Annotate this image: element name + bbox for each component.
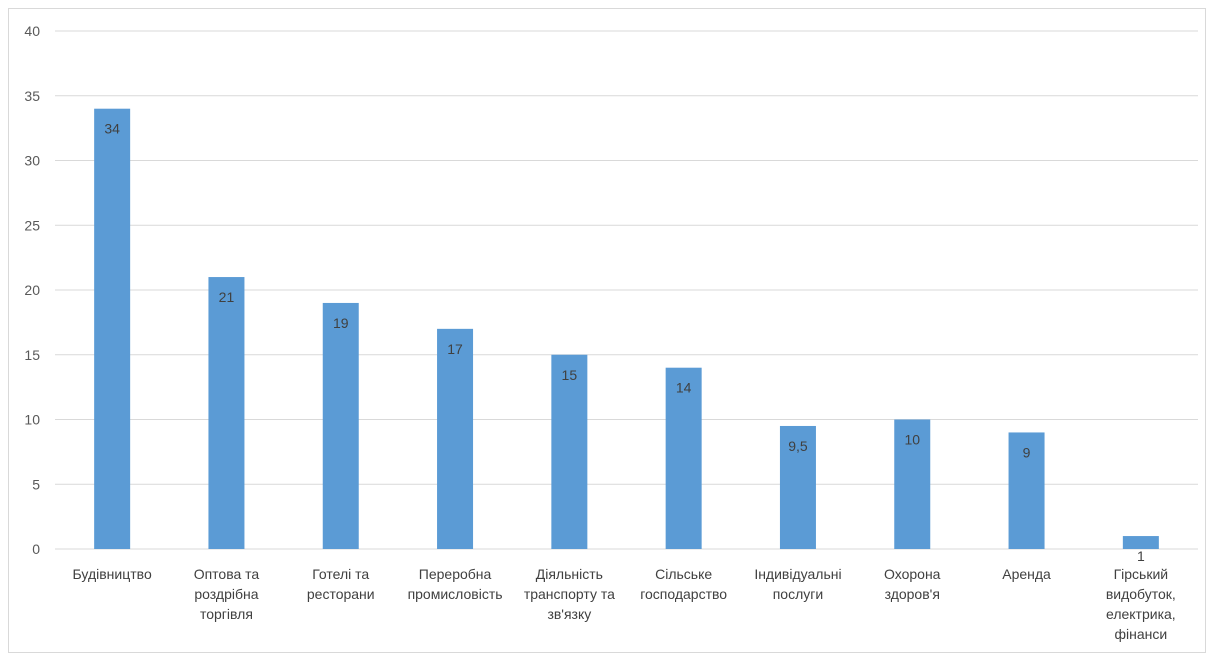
- category-label: Аренда: [1002, 566, 1051, 582]
- category-label: послуги: [773, 586, 823, 602]
- category-label: Переробна: [419, 566, 492, 582]
- y-tick-label: 15: [24, 347, 40, 363]
- bar: [665, 367, 702, 549]
- bar: [551, 354, 588, 549]
- category-label: електрика,: [1106, 606, 1176, 622]
- category-label: зв'язку: [547, 606, 591, 622]
- y-tick-label: 5: [32, 476, 40, 492]
- category-label: господарство: [640, 586, 727, 602]
- data-label: 9,5: [788, 438, 808, 454]
- data-label: 10: [904, 432, 920, 448]
- category-label: транспорту та: [524, 586, 615, 602]
- category-label: видобуток,: [1106, 586, 1176, 602]
- data-label: 34: [104, 121, 120, 137]
- bar: [437, 328, 474, 549]
- category-label: Сільське: [655, 566, 712, 582]
- y-tick-label: 10: [24, 412, 40, 428]
- category-label: торгівля: [200, 606, 253, 622]
- bar: [208, 277, 245, 549]
- category-label: Діяльність: [536, 566, 603, 582]
- bar: [894, 419, 931, 549]
- bar: [94, 108, 131, 549]
- category-label: ресторани: [307, 586, 375, 602]
- data-label: 19: [333, 315, 349, 331]
- data-label: 21: [219, 289, 235, 305]
- category-label: Охорона: [884, 566, 941, 582]
- category-label: Готелі та: [312, 566, 369, 582]
- y-tick-label: 20: [24, 282, 40, 298]
- bar: [779, 425, 816, 549]
- category-label: фінанси: [1114, 626, 1167, 642]
- y-tick-label: 25: [24, 217, 40, 233]
- data-label: 1: [1137, 548, 1145, 564]
- y-tick-label: 40: [24, 23, 40, 39]
- chart-frame: [8, 8, 1206, 653]
- category-label: Гірський: [1114, 566, 1169, 582]
- data-label: 9: [1023, 444, 1031, 460]
- category-label: Будівництво: [73, 566, 152, 582]
- category-label: Оптова та: [194, 566, 260, 582]
- data-label: 14: [676, 380, 692, 396]
- bar: [1122, 536, 1159, 549]
- category-label: промисловість: [408, 586, 503, 602]
- data-label: 15: [562, 367, 578, 383]
- y-tick-label: 30: [24, 153, 40, 169]
- category-label: здоров'я: [885, 586, 940, 602]
- category-label: роздрібна: [194, 586, 258, 602]
- y-tick-label: 35: [24, 88, 40, 104]
- bar: [322, 302, 359, 549]
- category-label: Індивідуальні: [754, 566, 841, 582]
- y-tick-label: 0: [32, 541, 40, 557]
- bar: [1008, 432, 1045, 549]
- data-label: 17: [447, 341, 463, 357]
